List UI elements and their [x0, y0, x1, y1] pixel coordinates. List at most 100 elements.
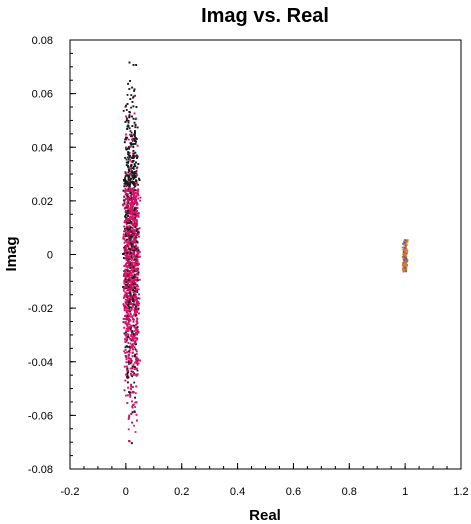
scatter-point — [138, 297, 141, 300]
scatter-point — [126, 315, 129, 317]
scatter-point — [133, 285, 136, 288]
scatter-point — [402, 269, 405, 272]
scatter-point — [131, 190, 134, 193]
scatter-point — [130, 358, 133, 360]
scatter-point — [134, 238, 137, 241]
scatter-point — [125, 394, 127, 397]
scatter-point — [135, 401, 138, 404]
scatter-point — [134, 245, 137, 248]
scatter-point — [123, 307, 126, 310]
scatter-point — [127, 162, 129, 164]
scatter-point — [122, 233, 125, 236]
scatter-point — [124, 138, 127, 141]
scatter-point — [402, 267, 405, 269]
scatter-point — [127, 301, 130, 304]
scatter-point — [135, 253, 138, 256]
scatter-point — [136, 373, 139, 376]
scatter-point — [137, 183, 139, 186]
scatter-point — [132, 149, 135, 152]
scatter-point — [135, 189, 138, 192]
scatter-point — [130, 181, 133, 184]
scatter-point — [122, 288, 125, 290]
scatter-point — [127, 329, 129, 332]
scatter-point — [129, 208, 131, 211]
scatter-point — [129, 372, 132, 375]
scatter-point — [129, 347, 132, 350]
scatter-point — [131, 336, 134, 339]
scatter-point — [131, 421, 134, 424]
scatter-point — [126, 220, 128, 223]
scatter-point — [126, 317, 129, 319]
x-tick-label: 1 — [402, 486, 408, 498]
scatter-point — [122, 257, 125, 259]
scatter-point — [136, 251, 139, 253]
scatter-point — [135, 300, 138, 303]
scatter-point — [131, 400, 133, 403]
scatter-point — [134, 184, 137, 187]
scatter-point — [135, 413, 138, 416]
scatter-point — [127, 195, 130, 198]
scatter-point — [126, 402, 129, 404]
scatter-point — [135, 215, 138, 218]
scatter-point — [404, 243, 406, 245]
scatter-point — [123, 199, 126, 202]
scatter-point — [127, 211, 130, 214]
scatter-point — [130, 269, 133, 272]
scatter-point — [129, 234, 132, 236]
scatter-point — [130, 171, 133, 174]
scatter-point — [126, 103, 129, 105]
scatter-point — [126, 295, 128, 297]
scatter-point — [128, 277, 131, 280]
scatter-point — [130, 193, 133, 196]
scatter-point — [126, 372, 129, 375]
scatter-point — [126, 302, 129, 305]
scatter-point — [124, 105, 127, 108]
y-tick-label: -0.08 — [28, 464, 53, 476]
scatter-point — [126, 381, 129, 384]
scatter-point — [129, 367, 132, 370]
scatter-point — [132, 218, 134, 221]
scatter-point — [123, 238, 126, 241]
scatter-point — [133, 410, 136, 413]
scatter-point — [136, 279, 139, 282]
scatter-point — [124, 191, 127, 193]
scatter-point — [133, 196, 136, 199]
x-axis: -0.2 0 0.2 0.4 0.6 0.8 1 1.2 — [61, 463, 469, 498]
scatter-point — [127, 82, 130, 85]
scatter-point — [125, 262, 128, 265]
scatter-point — [127, 265, 130, 268]
scatter-point — [126, 370, 129, 373]
scatter-point — [134, 241, 136, 244]
scatter-point — [127, 335, 129, 338]
scatter-point — [128, 218, 131, 220]
scatter-point — [126, 205, 129, 208]
scatter-point — [134, 165, 137, 167]
scatter-point — [128, 289, 131, 291]
scatter-point — [133, 249, 136, 252]
scatter-point — [135, 305, 137, 308]
scatter-point — [133, 133, 136, 136]
scatter-point — [134, 285, 137, 288]
scatter-point — [405, 267, 408, 269]
scatter-point — [133, 218, 136, 221]
scatter-point — [135, 278, 138, 281]
scatter-point — [123, 257, 126, 260]
scatter-point — [134, 339, 137, 342]
scatter-point — [129, 226, 132, 229]
scatter-point — [125, 146, 127, 149]
scatter-point — [130, 385, 133, 388]
scatter-point — [126, 117, 128, 120]
scatter-point — [128, 416, 130, 419]
scatter-point — [128, 323, 131, 326]
scatter-point — [130, 308, 133, 311]
scatter-point — [134, 373, 137, 376]
x-tick-label: 0.6 — [286, 486, 301, 498]
scatter-point — [128, 237, 131, 240]
scatter-point — [134, 295, 137, 297]
scatter-point — [132, 189, 134, 192]
scatter-point — [134, 263, 137, 266]
scatter-point — [122, 109, 125, 112]
scatter-point — [127, 361, 130, 364]
scatter-point — [127, 313, 130, 316]
scatter-point — [124, 338, 126, 341]
